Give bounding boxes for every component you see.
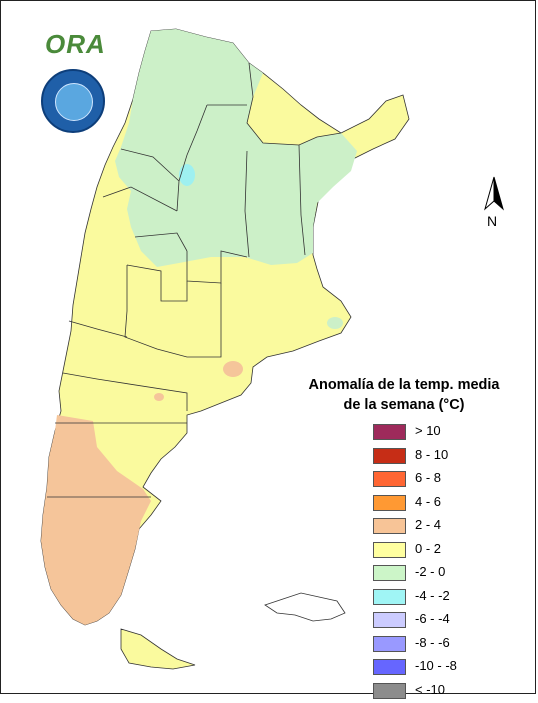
legend-swatch [373, 682, 406, 699]
tierra-del-fuego [120, 628, 196, 670]
warm-region-south [41, 415, 151, 625]
legend-label: -8 - -6 [415, 634, 450, 650]
legend-swatch [373, 447, 406, 464]
legend-label: -6 - -4 [415, 611, 450, 626]
legend-label: 2 - 4 [415, 517, 442, 532]
cool-patch-coast [327, 317, 343, 329]
legend-label: > 10 [415, 423, 441, 438]
warm-patch-small [154, 393, 164, 401]
cold-patch [179, 164, 195, 186]
legend-label: 8 - 10 [415, 446, 449, 462]
islands-outline [264, 592, 346, 622]
legend-swatch [373, 494, 406, 511]
province-boundaries [47, 62, 342, 498]
legend-swatch [373, 659, 406, 675]
cool-region-north [115, 29, 357, 267]
legend-label: -10 - -8 [415, 658, 457, 673]
seal-center [55, 83, 93, 121]
legend-label: 0 - 2 [415, 540, 442, 556]
ora-logo-text: ORA [45, 29, 106, 59]
legend-label: < -10 [415, 681, 445, 697]
legend-swatch [373, 541, 406, 558]
agency-seal-icon [41, 69, 105, 133]
legend-title-line1: Anomalía de la temp. media [308, 377, 500, 393]
legend-swatch [373, 518, 406, 534]
legend-label: -4 - -2 [415, 587, 450, 603]
north-arrow-icon [484, 176, 504, 211]
warm-patch-coast [223, 361, 243, 377]
legend-label: -2 - 0 [415, 564, 446, 579]
legend-label: 6 - 8 [415, 470, 442, 485]
legend-swatch [373, 471, 406, 487]
north-arrow: N [479, 173, 509, 233]
legend-swatch [373, 588, 406, 605]
ora-logo: ORA [35, 29, 105, 63]
legend-swatch [373, 612, 406, 628]
north-label: N [487, 213, 498, 229]
legend-label: 4 - 6 [415, 493, 442, 509]
legend-swatch [373, 565, 406, 581]
legend-swatch [373, 635, 406, 652]
legend-swatch [373, 424, 406, 440]
legend: Anomalía de la temp. media de la semana … [299, 375, 509, 699]
legend-title-line2: de la semana (°C) [343, 397, 465, 413]
